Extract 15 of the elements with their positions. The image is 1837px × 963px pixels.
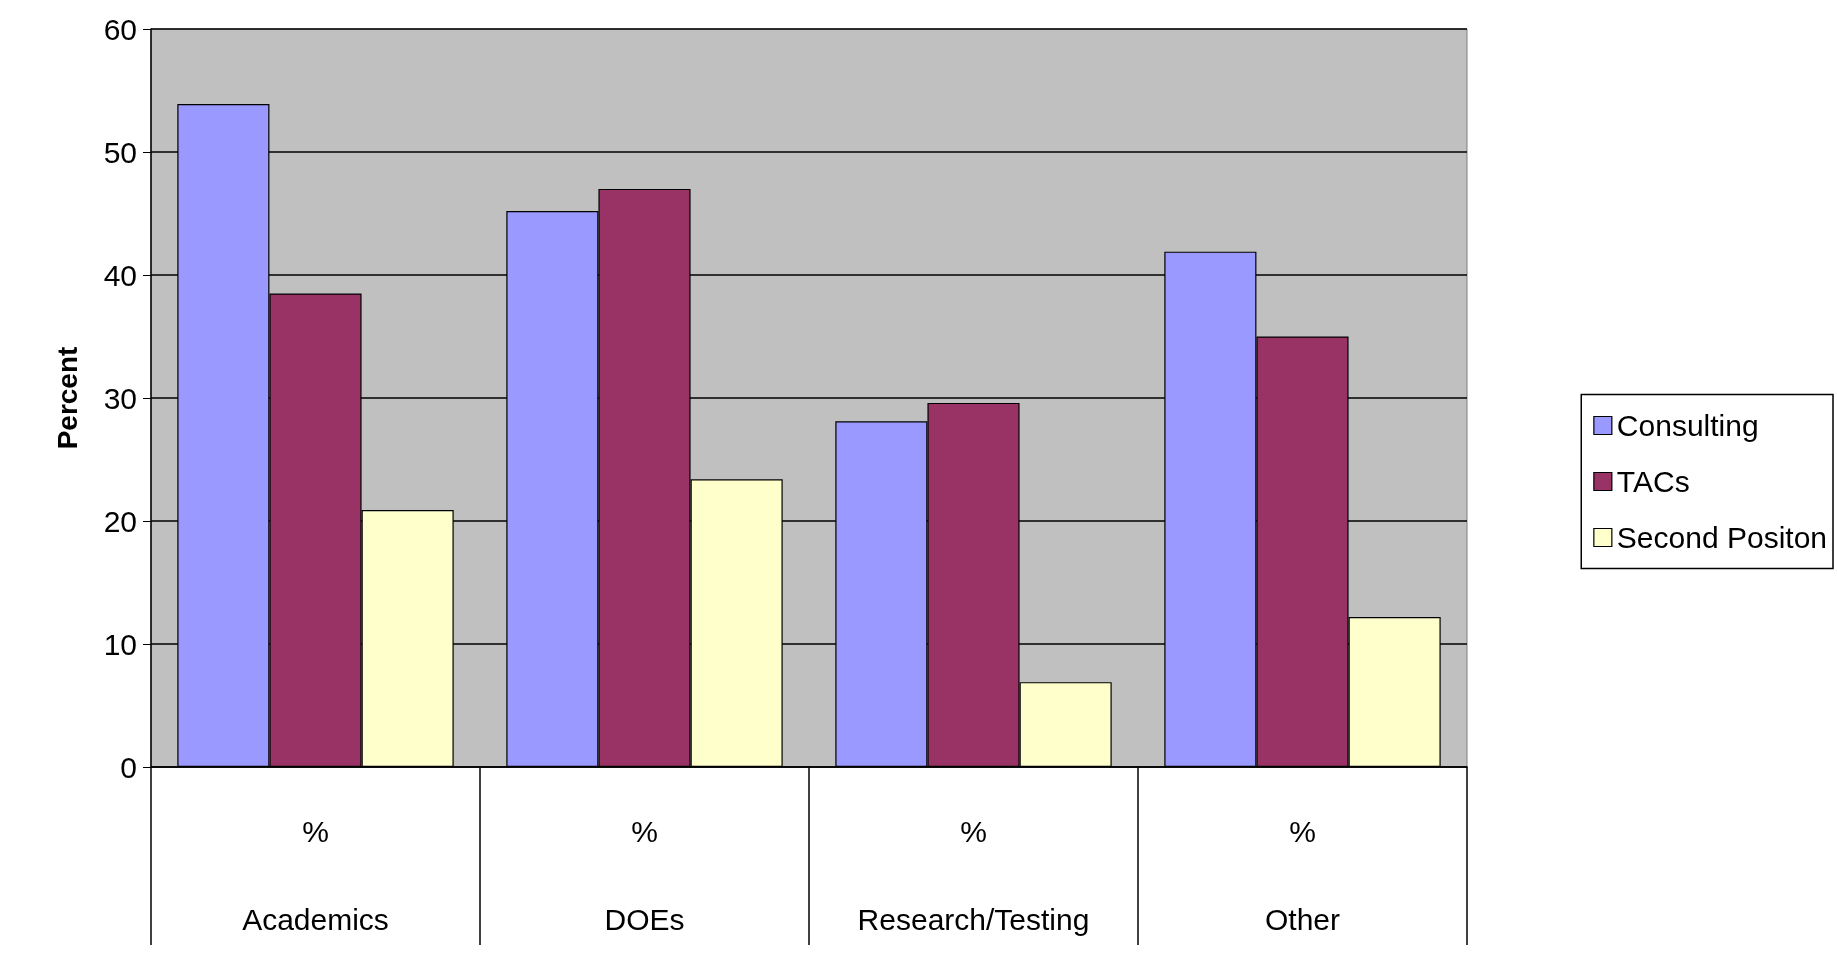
- y-tick-label: 60: [103, 12, 137, 46]
- y-tick-label: 0: [120, 750, 137, 784]
- legend-label: Consulting: [1616, 409, 1759, 442]
- legend-label: TACs: [1616, 465, 1690, 498]
- category-label: % Academics: [242, 814, 389, 936]
- category-label: % Other: [1264, 814, 1341, 936]
- y-tick-label: 30: [103, 381, 137, 415]
- category-label: % Research/Testing: [857, 814, 1090, 936]
- legend-label: Second Positon: [1616, 521, 1828, 554]
- y-tick-label: 20: [103, 504, 137, 538]
- y-tick-label: 40: [103, 258, 137, 292]
- category-label: % DOEs: [604, 814, 685, 936]
- y-tick-label: 10: [103, 627, 137, 661]
- y-axis-title: Percent: [51, 346, 83, 450]
- y-tick-label: 50: [103, 135, 137, 169]
